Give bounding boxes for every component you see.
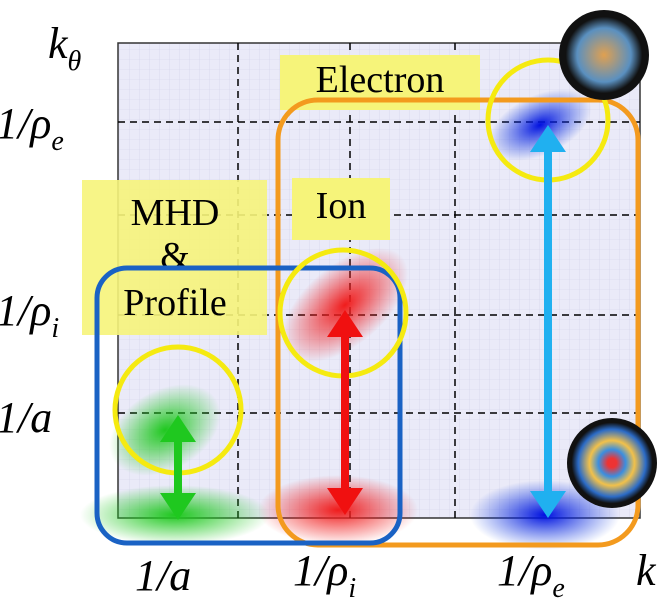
diagram: Electron Ion MHD & Profile kθ 1/ρe 1/ρi … <box>0 0 666 611</box>
mhd-label: Profile <box>123 282 226 324</box>
y-axis-label: kθ <box>48 19 82 77</box>
label-part: 1/ρ <box>293 546 348 595</box>
label-part: θ <box>68 46 82 77</box>
turbulence-image <box>559 10 649 100</box>
y-tick-label: 1/ρi <box>0 286 59 344</box>
ring-image <box>567 418 657 508</box>
label-part: i <box>348 573 356 604</box>
mhd-label: MHD <box>131 192 220 234</box>
y-tick-label: 1/ρe <box>0 99 64 157</box>
x-axis-label: k <box>636 546 657 595</box>
electron-label: Electron <box>316 59 445 101</box>
x-tick-label: 1/a <box>135 551 191 600</box>
x-tick-label: 1/ρe <box>497 546 565 604</box>
label-part: k <box>48 19 69 68</box>
label-part: i <box>51 313 59 344</box>
ion-label: Ion <box>316 185 367 227</box>
x-tick-label: 1/ρi <box>293 546 356 604</box>
label-part: 1/ρ <box>0 99 51 148</box>
label-part: e <box>552 573 564 604</box>
label-part: e <box>51 126 63 157</box>
label-part: 1/ρ <box>497 546 552 595</box>
y-tick-label: 1/a <box>0 393 52 442</box>
mhd-label: & <box>160 235 190 277</box>
label-part: 1/ρ <box>0 286 51 335</box>
